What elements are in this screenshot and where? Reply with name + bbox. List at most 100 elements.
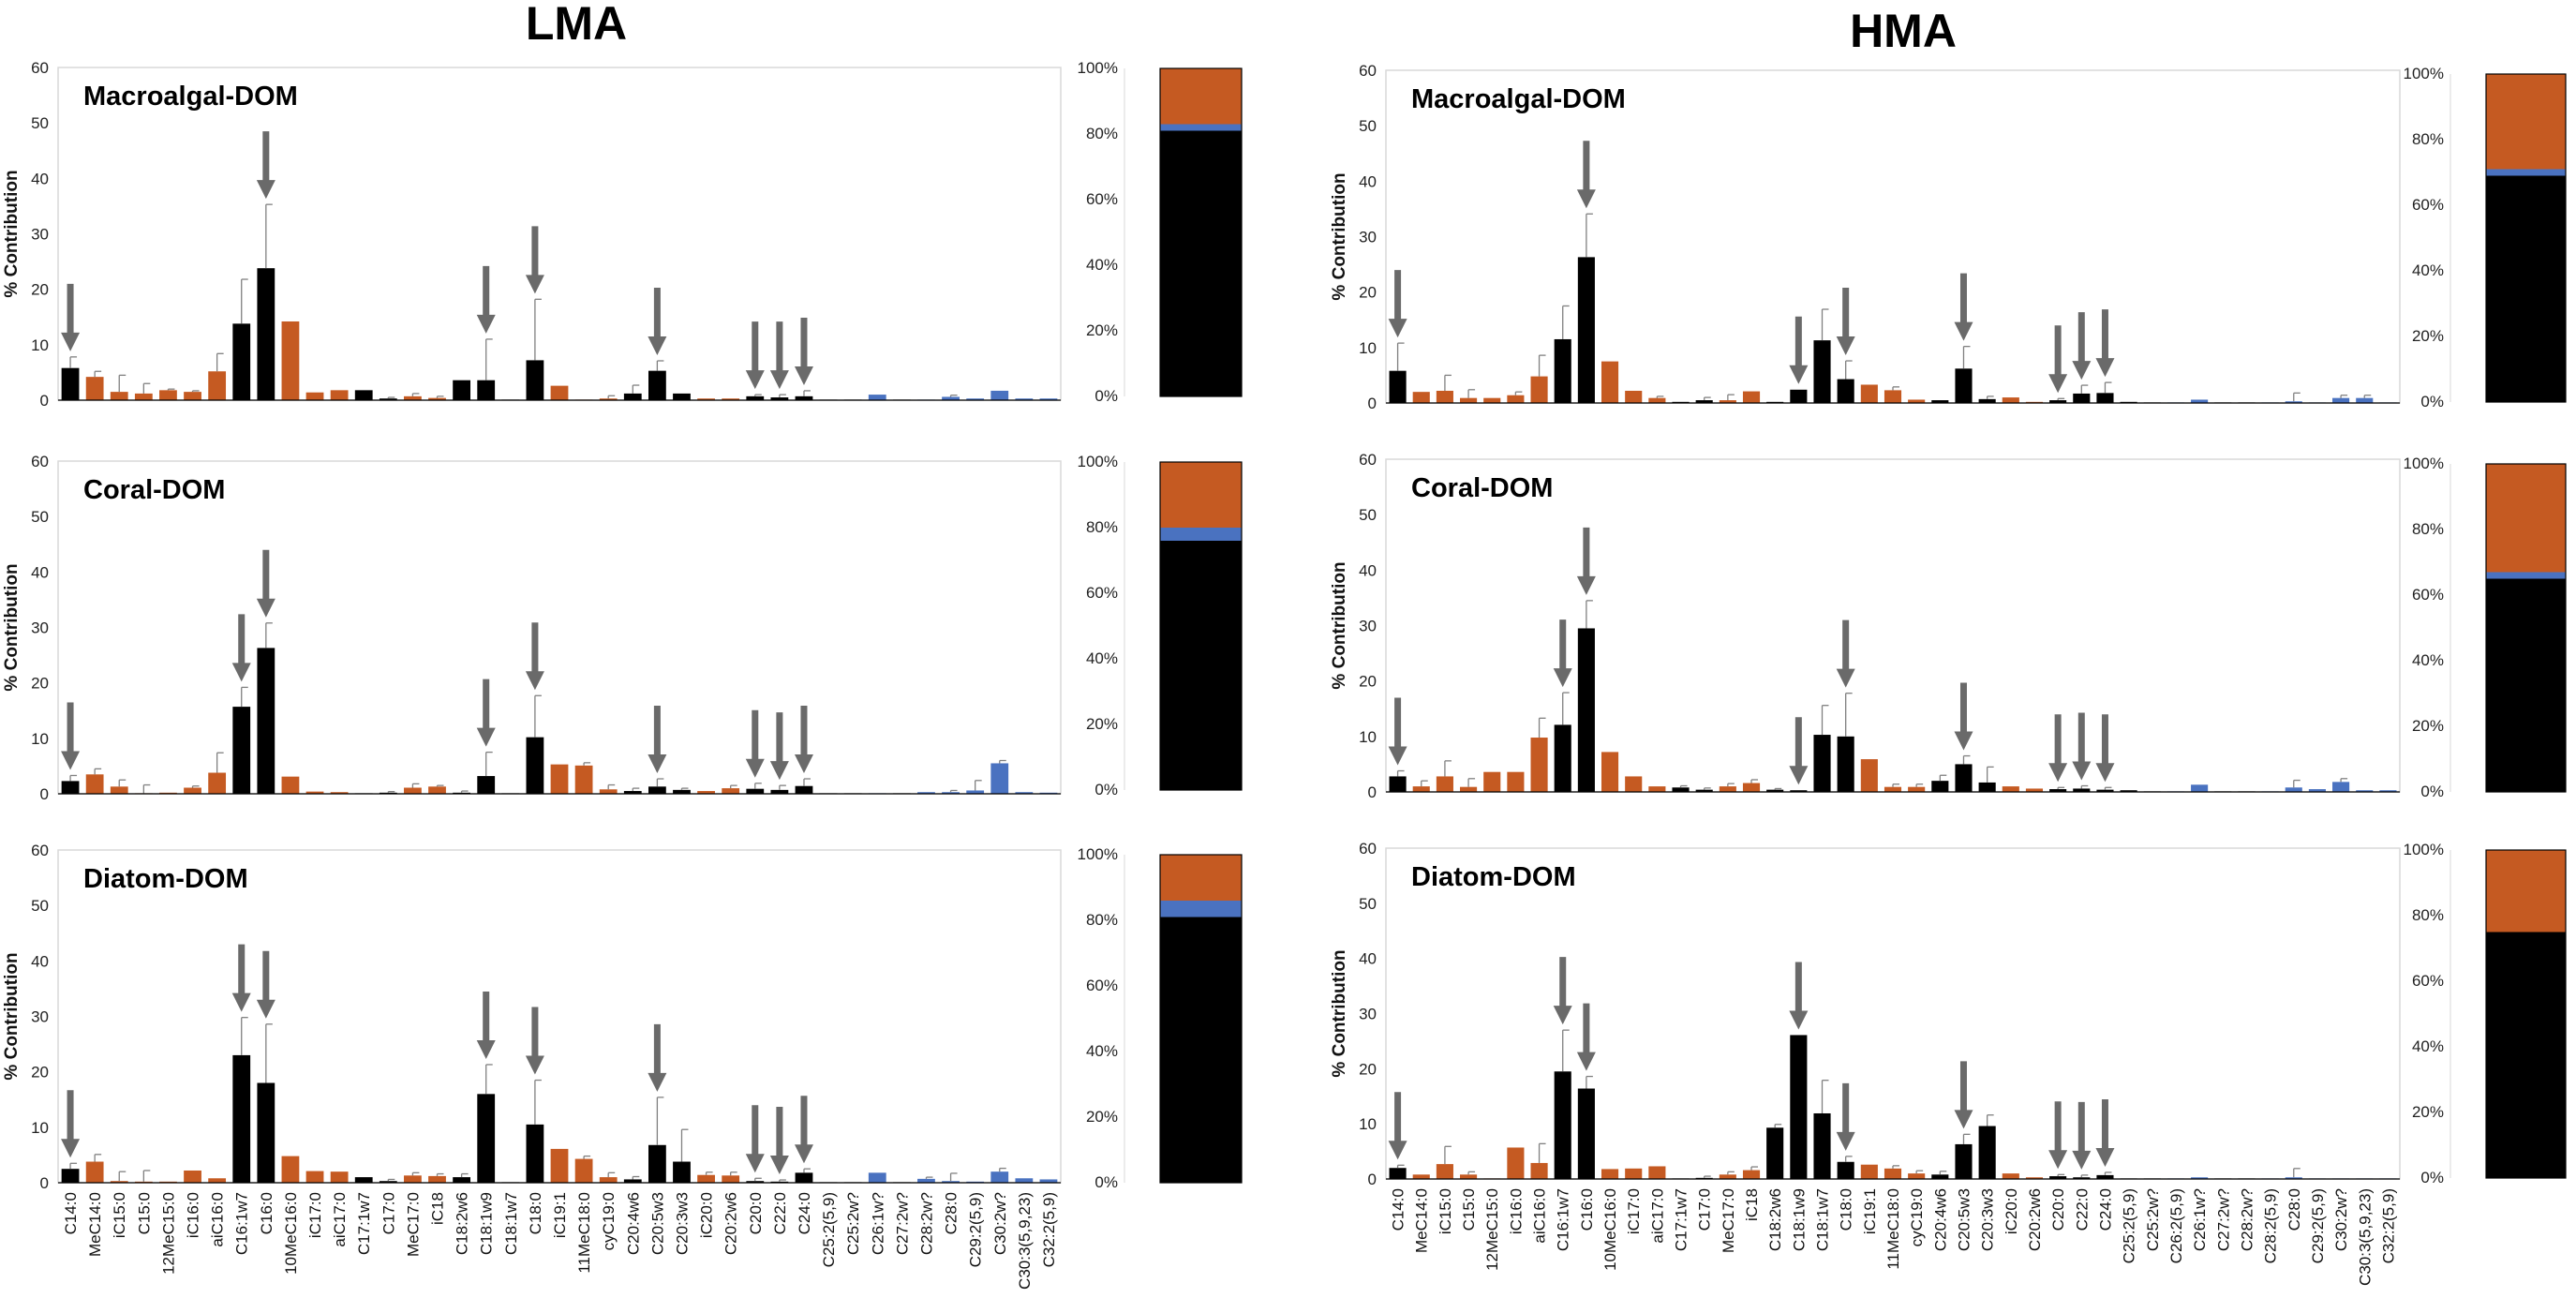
bar [2049,1176,2067,1179]
arrow-head [61,332,81,351]
bar [184,787,201,794]
category-label: C28:0 [2286,1188,2303,1231]
category-label: C18:1w7 [1814,1188,1832,1251]
category-label: C28:2(5,9) [2262,1188,2280,1263]
bar [1577,257,1595,403]
stack-tick-label: 100% [1078,453,1118,470]
bar [1931,781,1949,792]
y-tick-label: 10 [1359,1115,1377,1133]
category-label: MeC17:0 [404,1192,422,1257]
category-label: iC19:1 [1861,1188,1879,1234]
bar [770,789,789,794]
category-label: iC17:0 [1625,1188,1643,1234]
bar [2025,1177,2044,1179]
bar [1412,786,1430,792]
stack-segment-black [1160,541,1242,790]
category-label: C15:0 [1460,1188,1478,1231]
bar [2332,782,2350,792]
arrow-head [231,663,251,682]
bar [1837,1161,1854,1179]
bar [1884,1168,1902,1179]
bar [2002,786,2019,792]
stack-segment-orange [1160,462,1242,528]
bar [330,390,349,400]
bar [1530,1162,1548,1179]
bar [966,398,985,400]
bar [526,1124,544,1183]
category-label: C15:0 [135,1192,153,1234]
bar [1015,1178,1034,1183]
bar [1601,752,1619,792]
bar [453,1177,471,1183]
category-label: C27:2w? [893,1192,911,1255]
category-label: MeC14:0 [1413,1188,1431,1253]
y-tick-label: 50 [31,114,49,132]
arrow-head [1836,336,1855,356]
bar [697,1174,715,1183]
bar [2332,397,2350,403]
y-tick-label: 30 [31,226,49,244]
stack-segment-blue [2486,169,2566,176]
category-label: C18:1w9 [478,1192,496,1255]
bar [1742,783,1761,792]
category-label: C17:0 [380,1192,397,1234]
y-tick-label: 0 [40,785,49,803]
category-label: aiC17:0 [1648,1188,1666,1244]
bar [942,792,960,794]
bar [599,1177,618,1183]
bar [354,1177,373,1183]
bar [1436,1164,1453,1179]
bar [2285,1177,2302,1179]
stack-tick-label: 20% [2412,717,2444,735]
category-label: C30:3(5,9,23) [2356,1188,2374,1286]
category-label: C24:0 [2096,1188,2114,1231]
bar [917,792,935,794]
bar [208,1178,227,1183]
bar [208,371,227,400]
panel-title: Macroalgal-DOM [1411,84,1626,114]
category-label: C20:3w3 [1979,1188,1997,1251]
category-label: 11MeC18:0 [1884,1188,1902,1270]
bar [232,1054,251,1183]
category-label: C32:2(5,9) [2379,1188,2397,1263]
stack-segment-orange [2486,74,2566,170]
stack-tick-label: 100% [2404,455,2444,472]
bar [1790,389,1808,403]
bar [2002,1173,2019,1179]
bar [1766,789,1784,792]
bar [2002,397,2019,403]
bar [550,764,569,794]
bar [1695,400,1713,403]
bar [623,791,642,794]
stack-tick-label: 60% [1086,584,1118,602]
category-label: C18:0 [1838,1188,1855,1231]
bar [1978,1126,1996,1179]
y-tick-label: 30 [1359,1006,1377,1023]
y-tick-label: 50 [1359,506,1377,524]
plot-frame [1385,69,2401,404]
bar [550,385,569,400]
bar [2049,400,2067,403]
arrow-head [769,1156,789,1175]
bar [1672,787,1690,792]
category-label: C20:5w3 [648,1192,666,1255]
stack-tick-label: 40% [2412,1037,2444,1055]
bar [281,776,300,794]
bar [1507,1147,1525,1179]
stack-tick-label: 60% [2412,196,2444,214]
bar [795,395,813,400]
bar [2073,788,2091,792]
stack-tick-label: 20% [1086,1108,1118,1126]
bar [526,360,544,400]
bar [1719,400,1736,403]
bar [648,370,666,400]
bar [746,1181,765,1183]
category-label: C29:2(5,9) [2309,1188,2327,1263]
arrow-head [2048,1150,2068,1170]
bar [526,737,544,794]
panel-title: Coral-DOM [83,475,225,505]
category-label: C29:2(5,9) [967,1192,985,1267]
category-label: C22:0 [771,1192,789,1234]
stack-segment-black [2486,578,2566,792]
arrow-head [2072,1150,2092,1170]
